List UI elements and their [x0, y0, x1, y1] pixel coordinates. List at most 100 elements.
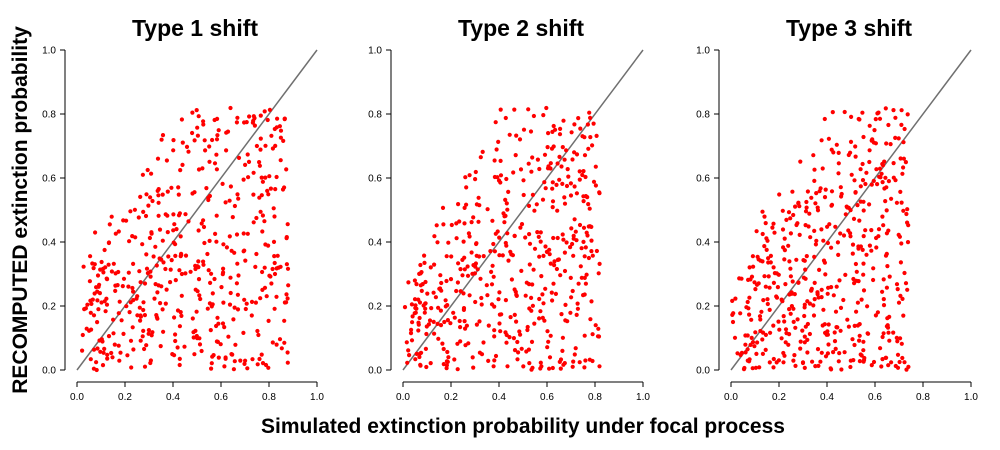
- data-point: [534, 202, 539, 207]
- data-point: [253, 300, 258, 305]
- data-point: [800, 328, 805, 333]
- data-point: [438, 308, 443, 313]
- data-point: [553, 291, 559, 296]
- data-point: [573, 229, 578, 234]
- data-point: [454, 288, 459, 294]
- data-point: [562, 195, 567, 200]
- data-point: [562, 361, 567, 366]
- data-point: [262, 285, 268, 290]
- data-point: [818, 359, 823, 364]
- data-point: [209, 366, 214, 371]
- data-point: [458, 325, 463, 330]
- data-point: [531, 113, 537, 119]
- data-point: [800, 360, 806, 365]
- data-point: [562, 250, 568, 255]
- data-point: [825, 291, 830, 296]
- data-point: [471, 215, 476, 220]
- data-point: [597, 364, 602, 369]
- data-point: [101, 270, 106, 275]
- data-point: [414, 351, 419, 356]
- data-point: [498, 329, 503, 334]
- data-point: [832, 330, 837, 335]
- data-point: [901, 313, 906, 318]
- data-point: [786, 210, 792, 215]
- data-point: [748, 342, 753, 347]
- data-point: [141, 209, 146, 214]
- data-point: [492, 334, 497, 339]
- data-point: [105, 352, 110, 357]
- data-point: [829, 189, 835, 194]
- data-point: [260, 361, 266, 366]
- data-point: [102, 299, 107, 304]
- data-point: [196, 265, 201, 270]
- data-point: [236, 196, 241, 201]
- data-point: [222, 364, 227, 369]
- data-point: [867, 243, 873, 248]
- data-point: [272, 271, 278, 277]
- data-point: [896, 136, 901, 141]
- data-point: [530, 282, 535, 287]
- data-point: [848, 139, 854, 144]
- y-tick-label: 0.2: [696, 302, 710, 313]
- data-point: [583, 194, 589, 199]
- data-point: [173, 332, 178, 337]
- data-point: [89, 327, 94, 332]
- data-point: [591, 179, 597, 184]
- panel-3: Type 3 shift 0.0 0.2 0.4 0.6 0.8 1.0 0.0 0.2 0.4 0…: [696, 15, 978, 403]
- data-point: [761, 298, 766, 303]
- data-point: [455, 367, 460, 372]
- data-point: [106, 262, 111, 267]
- data-point: [131, 347, 136, 352]
- data-point: [142, 346, 147, 352]
- data-point: [822, 116, 827, 122]
- data-point: [234, 120, 239, 125]
- data-point: [257, 163, 262, 168]
- data-point: [550, 180, 555, 185]
- data-point: [733, 296, 738, 301]
- data-point: [454, 221, 459, 226]
- data-point: [190, 316, 195, 321]
- data-point: [188, 269, 193, 274]
- data-point: [491, 241, 496, 247]
- data-point: [253, 264, 258, 269]
- data-point: [231, 317, 236, 322]
- data-point: [576, 281, 581, 286]
- data-point: [511, 170, 516, 175]
- data-point: [418, 351, 423, 356]
- data-point: [562, 268, 568, 274]
- data-point: [869, 228, 874, 233]
- data-point: [284, 236, 289, 241]
- data-point: [554, 266, 560, 272]
- data-point: [196, 114, 201, 119]
- data-point: [258, 113, 263, 118]
- data-point: [550, 205, 555, 210]
- data-point: [221, 242, 226, 247]
- y-tick-label: 0.0: [696, 366, 710, 377]
- data-point: [572, 122, 577, 127]
- data-point: [837, 351, 842, 356]
- data-point: [504, 201, 509, 206]
- data-point: [856, 246, 861, 251]
- data-point: [774, 295, 780, 300]
- data-point: [764, 247, 769, 252]
- data-point: [804, 254, 809, 259]
- data-point: [573, 346, 578, 351]
- data-point: [865, 304, 870, 309]
- data-point: [193, 287, 198, 292]
- data-point: [796, 200, 801, 205]
- data-point: [542, 318, 547, 323]
- data-point: [894, 282, 900, 287]
- data-point: [272, 306, 277, 311]
- data-point: [899, 341, 904, 346]
- data-point: [848, 234, 853, 239]
- data-point: [272, 260, 277, 266]
- data-point: [875, 310, 881, 315]
- data-point: [747, 312, 752, 317]
- y-tick-label: 0.6: [696, 174, 710, 185]
- panel-title: Type 2 shift: [458, 15, 584, 41]
- data-point: [572, 217, 577, 222]
- data-point: [771, 280, 777, 285]
- data-point: [173, 242, 178, 247]
- data-point: [130, 285, 135, 291]
- data-point: [574, 152, 580, 157]
